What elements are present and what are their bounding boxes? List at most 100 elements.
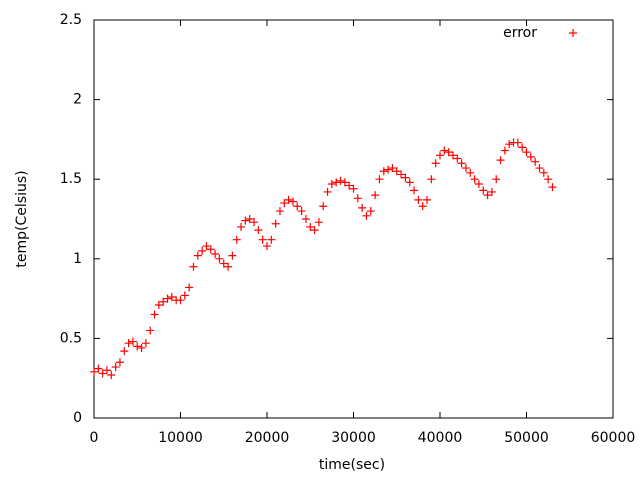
data-point <box>163 294 172 303</box>
data-point <box>284 195 293 204</box>
data-point <box>518 143 527 152</box>
data-point <box>288 197 297 206</box>
data-point <box>224 262 233 271</box>
data-point <box>401 173 410 182</box>
data-point <box>319 202 328 211</box>
data-point <box>128 337 137 346</box>
data-point <box>314 218 323 227</box>
x-tick-label: 0 <box>90 430 99 446</box>
data-point <box>306 222 315 231</box>
data-point <box>228 251 237 260</box>
data-point <box>90 367 98 376</box>
data-point <box>133 342 142 351</box>
data-point <box>522 148 531 157</box>
data-point <box>448 151 457 160</box>
data-point <box>185 283 194 292</box>
data-point <box>211 250 220 259</box>
data-point <box>189 262 198 271</box>
data-point <box>258 235 267 244</box>
data-point <box>241 216 250 225</box>
y-tick-label: 0 <box>73 410 82 426</box>
data-point <box>301 215 310 223</box>
data-point <box>405 178 414 187</box>
plot-border <box>93 19 614 419</box>
data-point <box>245 215 254 223</box>
data-point <box>98 369 107 378</box>
y-tick-label: 2 <box>73 92 82 108</box>
data-point <box>263 242 271 251</box>
data-point <box>250 218 259 227</box>
data-point <box>410 186 419 195</box>
legend-label: error <box>503 25 537 41</box>
y-tick-label: 2.5 <box>60 12 82 28</box>
data-point <box>141 339 150 348</box>
x-tick-label: 30000 <box>331 430 376 446</box>
data-point <box>193 251 202 260</box>
data-point <box>375 175 384 184</box>
data-point <box>332 178 341 187</box>
data-point <box>444 148 453 157</box>
data-point <box>539 168 548 177</box>
data-point <box>366 207 375 216</box>
data-point <box>440 146 449 155</box>
data-point <box>483 191 492 200</box>
data-point <box>297 207 306 216</box>
y-axis-label: temp(Celsius) <box>14 170 30 267</box>
data-point <box>431 159 440 168</box>
data-point <box>371 191 380 200</box>
data-point <box>336 176 345 185</box>
data-point <box>327 179 336 188</box>
data-point <box>146 326 155 335</box>
data-point <box>219 259 228 268</box>
data-point <box>206 245 215 254</box>
data-point <box>323 187 332 196</box>
x-tick-label: 10000 <box>158 430 203 446</box>
data-point <box>271 219 280 228</box>
x-tick-label: 20000 <box>245 430 290 446</box>
data-point <box>457 159 466 168</box>
data-point <box>453 154 462 163</box>
data-point <box>202 242 211 251</box>
data-point <box>531 157 540 166</box>
data-point <box>237 222 246 231</box>
x-tick-label: 40000 <box>418 430 463 446</box>
data-point <box>349 184 358 193</box>
legend-marker <box>569 29 577 37</box>
data-point <box>418 202 427 211</box>
data-point <box>397 170 406 179</box>
data-point <box>470 175 479 184</box>
data-point <box>150 310 159 319</box>
data-point <box>154 300 163 309</box>
data-point <box>280 199 289 208</box>
data-point <box>137 343 146 352</box>
data-point <box>102 366 111 375</box>
data-point <box>379 167 388 176</box>
data-point <box>548 183 557 192</box>
x-tick-label: 50000 <box>504 430 549 446</box>
data-point <box>275 207 284 216</box>
data-point <box>461 164 470 173</box>
data-point <box>535 164 544 173</box>
data-point <box>176 296 185 305</box>
data-point <box>115 358 124 367</box>
data-point <box>427 175 436 184</box>
x-tick-label: 60000 <box>591 430 636 446</box>
data-point <box>293 202 302 211</box>
data-point <box>107 371 116 380</box>
data-point <box>362 211 371 220</box>
data-point <box>466 168 475 177</box>
data-point <box>267 235 276 244</box>
data-point <box>392 167 401 176</box>
data-point <box>436 151 444 160</box>
data-point <box>474 179 483 188</box>
data-point <box>384 165 393 174</box>
data-point <box>487 187 496 196</box>
data-point <box>340 178 349 187</box>
data-point <box>124 339 133 348</box>
data-point <box>198 246 207 255</box>
x-axis-label: time(sec) <box>319 457 385 473</box>
data-point <box>505 140 514 149</box>
data-point <box>414 195 423 204</box>
data-point <box>513 138 522 147</box>
data-point <box>180 291 189 300</box>
